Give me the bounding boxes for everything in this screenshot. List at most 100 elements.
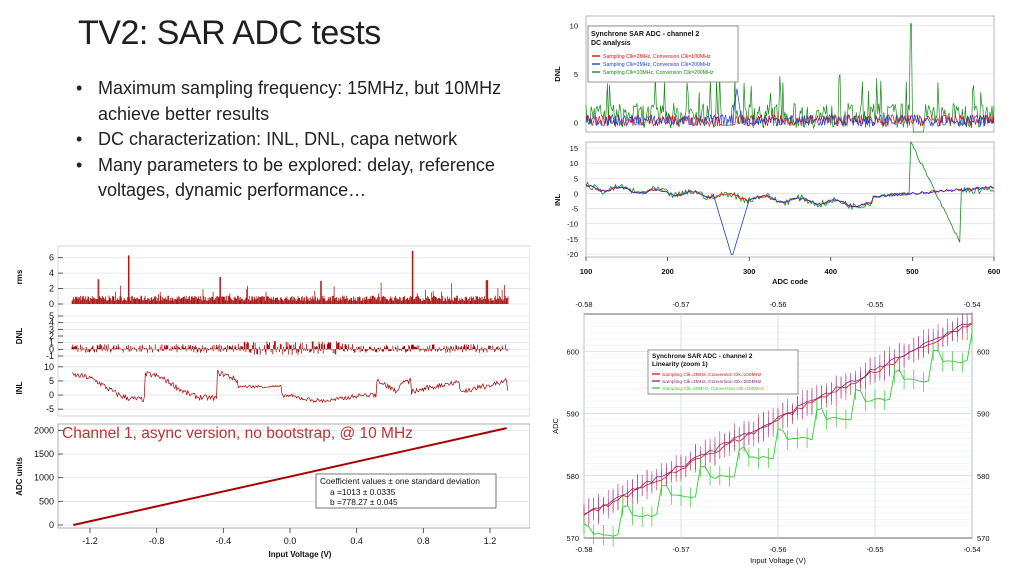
y-axis-label: DNL: [553, 66, 562, 82]
linearity-series-green: [583, 332, 973, 537]
y-tick-label: 2000: [34, 425, 54, 435]
y-axis-label: DNL: [15, 328, 24, 345]
y-tick-label: -15: [567, 235, 578, 244]
bullet-item: Many parameters to be explored: delay, r…: [72, 153, 552, 204]
slide-title: TV2: SAR ADC tests: [78, 14, 381, 52]
chart-title: Channel 1, async version, no bootstrap, …: [62, 425, 413, 442]
x-tick-label: 1.2: [484, 536, 497, 546]
y-tick-label: 0: [49, 299, 54, 309]
y-tick-label: 10: [570, 22, 578, 31]
y-tick-label: 5: [49, 311, 54, 321]
y-tick-label: 580: [566, 472, 579, 481]
y-tick-label: 3: [49, 324, 54, 334]
y-tick-label: -10: [567, 220, 578, 229]
y-tick-label: -5: [46, 404, 54, 414]
y-tick-label-right: 600: [977, 347, 990, 356]
x-axis-label: ADC code: [772, 277, 808, 286]
x-tick-label: -0.56: [769, 545, 786, 554]
x-tick-label: -0.4: [216, 536, 232, 546]
x-tick-label: 600: [988, 267, 1001, 276]
y-tick-label: 1000: [34, 473, 54, 483]
fit-box: Coefficient values ± one standard deviat…: [315, 473, 497, 509]
y-tick-label: 10: [44, 362, 54, 372]
x-tick-label: 500: [906, 267, 919, 276]
x-tick-label: -0.8: [149, 536, 165, 546]
y-tick-label: 2: [49, 331, 54, 341]
y-tick-label: 10: [570, 159, 578, 168]
y-tick-label-right: 590: [977, 410, 990, 419]
x-tick-label: 100: [580, 267, 593, 276]
legend-entry: Sampling Clk=2MHz, Conversion Clk=100MHz: [662, 372, 762, 378]
x-axis-label: Input Voltage (V): [269, 550, 332, 559]
legend-entry: Sampling Clk=2MHz, Conversion Clk=100MHz: [603, 54, 711, 60]
legend-entry: Sampling Clk=2MHz, Conversion Clk=200MHz: [662, 379, 762, 385]
x-tick-label: -0.58: [575, 545, 592, 554]
y-tick-label: 0: [49, 390, 54, 400]
chart-background: [548, 294, 1002, 568]
rms-series: [71, 250, 509, 304]
legend-subtitle: DC analysis: [591, 40, 631, 47]
y-tick-label: 1: [49, 338, 54, 348]
fit-box-title: Coefficient values ± one standard deviat…: [320, 476, 480, 486]
y-axis-label: ADC: [551, 418, 560, 434]
legend: Synchrone SAR ADC - channel 2 DC analysis…: [587, 25, 739, 83]
x-tick-label-top: -0.58: [575, 300, 592, 309]
y-tick-label: 0: [49, 520, 54, 530]
x-tick-label: -0.57: [672, 545, 689, 554]
dnl-series-green: [585, 23, 995, 133]
channel2-dc-chart: 0 5 10 -20 -15 -10 -5 0 5 10 15 DNL INL 100 200 300 400 5…: [548, 12, 1002, 290]
y-tick-label: 4: [49, 318, 54, 328]
x-tick-label-top: -0.54: [963, 300, 980, 309]
x-axis-label: Input Voltage (V): [750, 556, 806, 565]
y-tick-label: 5: [574, 70, 578, 79]
legend-entry: Sampling Clk=10MHz, Conversion Clk=200MH…: [662, 386, 765, 392]
y-tick-label: 500: [39, 496, 54, 506]
dnl-series: [71, 341, 509, 355]
y-tick-label: 5: [574, 174, 578, 183]
x-tick-label: -0.55: [866, 545, 883, 554]
bullet-list: Maximum sampling frequency: 15MHz, but 1…: [72, 76, 552, 204]
y-tick-label: 6: [49, 253, 54, 263]
y-tick-label: -5: [571, 205, 578, 214]
channel2-linearity-chart: -0.58 -0.58 -0.57 -0.57 -0.56 -0.56 -0.55 -0.55…: [548, 294, 1002, 568]
x-tick-label-top: -0.55: [866, 300, 883, 309]
legend-entry: Sampling Clk=2MHz, Conversion Clk=200MHz: [603, 62, 711, 68]
inl-series-green: [585, 140, 995, 243]
dnl-series-red: [585, 113, 995, 128]
fit-coefficient-b: b =778.27 ± 0.045: [330, 497, 398, 507]
x-tick-label: 0.0: [284, 536, 297, 546]
channel1-chart: 0246rms-1012345DNL-50510INL0500100015002…: [15, 245, 530, 559]
x-tick-label: 200: [661, 267, 674, 276]
y-tick-label: 5: [49, 376, 54, 386]
legend-entry: Sampling Clk=10MHz, Conversion Clk=200MH…: [603, 70, 714, 76]
x-tick-label: 0.8: [417, 536, 430, 546]
y-tick-label: 2: [49, 284, 54, 294]
bullet-item: DC characterization: INL, DNL, capa netw…: [72, 127, 552, 153]
y-tick-label: 600: [566, 347, 579, 356]
inl-series-blue: [585, 184, 995, 255]
legend-title: Synchrone SAR ADC - channel 2: [591, 31, 699, 38]
plot-frame: [585, 141, 995, 258]
y-axis-label: INL: [15, 381, 24, 394]
y-tick-label: 4: [49, 268, 54, 278]
plot-frame: [57, 245, 530, 417]
fit-coefficient-a: a =1013 ± 0.0335: [330, 487, 396, 497]
y-tick-label: 0: [574, 118, 578, 127]
y-axis-label: ADC units: [15, 457, 24, 496]
y-tick-label: -20: [567, 250, 578, 259]
legend-title: Synchrone SAR ADC - channel 2: [652, 353, 753, 360]
y-tick-label: 1500: [34, 449, 54, 459]
dnl-series-blue: [585, 88, 995, 128]
y-tick-label: 0: [49, 344, 54, 354]
legend-frame: [587, 25, 739, 83]
x-tick-label: 0.4: [350, 536, 363, 546]
x-tick-label: -0.54: [963, 545, 980, 554]
y-tick-label: -1: [46, 351, 54, 361]
inl-series: [71, 369, 508, 404]
y-tick-label: 15: [570, 144, 578, 153]
legend-frame: [647, 349, 799, 395]
transfer-line: [73, 427, 507, 526]
x-tick-label-top: -0.56: [769, 300, 786, 309]
y-tick-label-right: 570: [977, 534, 990, 543]
x-tick-label-top: -0.57: [672, 300, 689, 309]
